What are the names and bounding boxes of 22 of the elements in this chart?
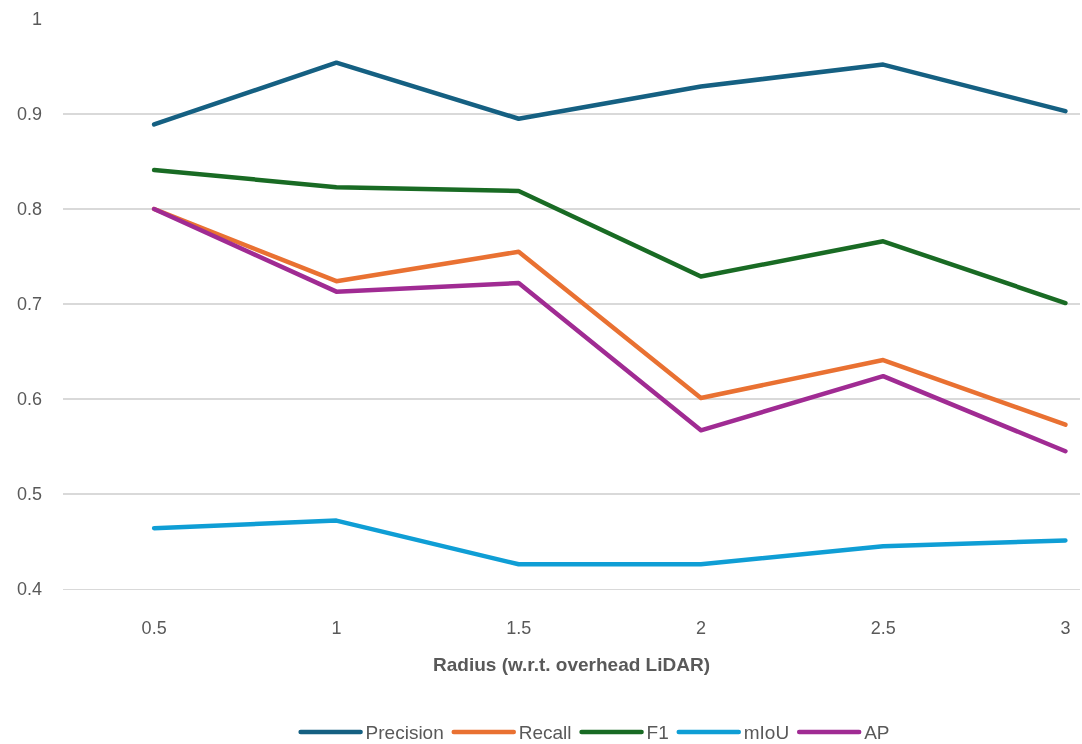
line-series bbox=[151, 167, 1068, 306]
x-tick-label: 3 bbox=[1060, 617, 1071, 638]
x-tick-label: 2 bbox=[695, 617, 706, 638]
y-tick-label: 0.4 bbox=[16, 579, 42, 600]
legend-label: mIoU bbox=[743, 722, 790, 744]
y-tick-label: 0.7 bbox=[16, 294, 42, 315]
legend-label: Precision bbox=[365, 722, 444, 744]
line-series bbox=[151, 60, 1068, 127]
x-tick-label: 2.5 bbox=[870, 617, 896, 638]
line-series bbox=[151, 518, 1068, 567]
legend-label: AP bbox=[864, 722, 890, 744]
y-tick-label: 0.8 bbox=[16, 199, 42, 220]
x-tick-label: 1 bbox=[331, 617, 342, 638]
legend-label: Recall bbox=[518, 722, 572, 744]
x-axis-title: Radius (w.r.t. overhead LiDAR) bbox=[433, 653, 710, 675]
y-tick-label: 0.5 bbox=[16, 484, 42, 505]
x-tick-label: 0.5 bbox=[141, 617, 167, 638]
legend-label: F1 bbox=[646, 722, 669, 744]
y-tick-label: 0.6 bbox=[16, 389, 42, 410]
x-tick-label: 1.5 bbox=[506, 617, 532, 638]
y-tick-label: 0.9 bbox=[16, 104, 42, 125]
y-tick-label: 1 bbox=[31, 9, 42, 30]
